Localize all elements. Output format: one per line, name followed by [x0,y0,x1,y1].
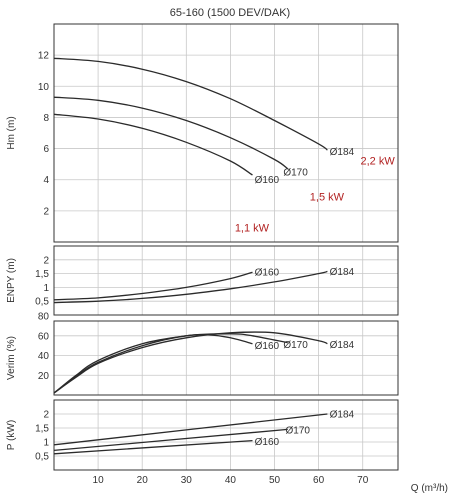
y-tick-label: 4 [43,175,49,186]
y-tick-label: 80 [38,312,50,323]
diameter-label: Ø184 [330,340,355,351]
power-label: 1,5 kW [310,191,345,203]
y-tick-label: 1 [43,438,49,449]
y-tick-label: 10 [38,82,50,93]
y-tick-label: 2 [43,255,49,266]
panel-frame-enpy [53,245,399,316]
y-tick-label: 1 [43,283,49,294]
x-tick-label: 40 [225,475,237,486]
diameter-label: Ø184 [330,147,355,158]
diameter-label: Ø160 [255,437,280,448]
x-tick-label: 10 [93,475,105,486]
y-axis-label-verim: Verim (%) [6,336,17,380]
curve-hm-series-0 [53,57,328,151]
curve-p-series-0 [53,413,328,446]
diameter-label: Ø160 [255,341,280,352]
diameter-label: Ø160 [255,175,280,186]
y-tick-label: 40 [38,351,50,362]
curve-p-series-1 [53,428,288,452]
diameter-label: Ø170 [286,426,311,437]
x-axis-label: Q (m³/h) [411,483,448,494]
y-tick-label: 0,5 [35,297,49,308]
y-tick-label: 0,5 [35,452,49,463]
diameter-label: Ø184 [330,267,355,278]
y-tick-label: 1,5 [35,269,49,280]
y-axis-label-hm: Hm (m) [6,116,17,149]
x-tick-label: 20 [137,475,149,486]
y-axis-label-p: P (kW) [6,420,17,450]
diameter-label: Ø170 [283,340,308,351]
power-label: 2,2 kW [361,156,396,168]
diameter-label: Ø170 [283,167,308,178]
y-tick-label: 8 [43,113,49,124]
curve-hm-series-1 [53,96,289,170]
curve-verim-series-2 [53,331,328,394]
y-axis-label-enpy: ENPY (m) [6,258,17,303]
power-label: 1,1 kW [235,222,270,234]
curve-verim-series-1 [53,333,288,394]
y-tick-label: 1,5 [35,424,49,435]
chart-title: 65-160 (1500 DEV/DAK) [170,7,290,19]
x-tick-label: 70 [357,475,369,486]
curve-enpy-series-1 [53,270,328,304]
curve-verim-series-0 [53,333,253,394]
y-tick-label: 2 [43,206,49,217]
x-tick-label: 50 [269,475,281,486]
x-tick-label: 30 [181,475,193,486]
y-tick-label: 20 [38,371,50,382]
x-tick-label: 60 [313,475,325,486]
curve-hm-series-2 [53,113,253,176]
panel-frame-verim [53,320,399,396]
y-tick-label: 60 [38,331,50,342]
panel-frame-hm [53,23,399,243]
curve-p-series-2 [53,439,253,455]
y-tick-label: 2 [43,410,49,421]
panel-frame-p [53,399,399,471]
diameter-label: Ø160 [255,268,280,279]
diameter-label: Ø184 [330,410,355,421]
y-tick-label: 6 [43,144,49,155]
y-tick-label: 12 [38,51,50,62]
curve-enpy-series-0 [53,271,253,301]
